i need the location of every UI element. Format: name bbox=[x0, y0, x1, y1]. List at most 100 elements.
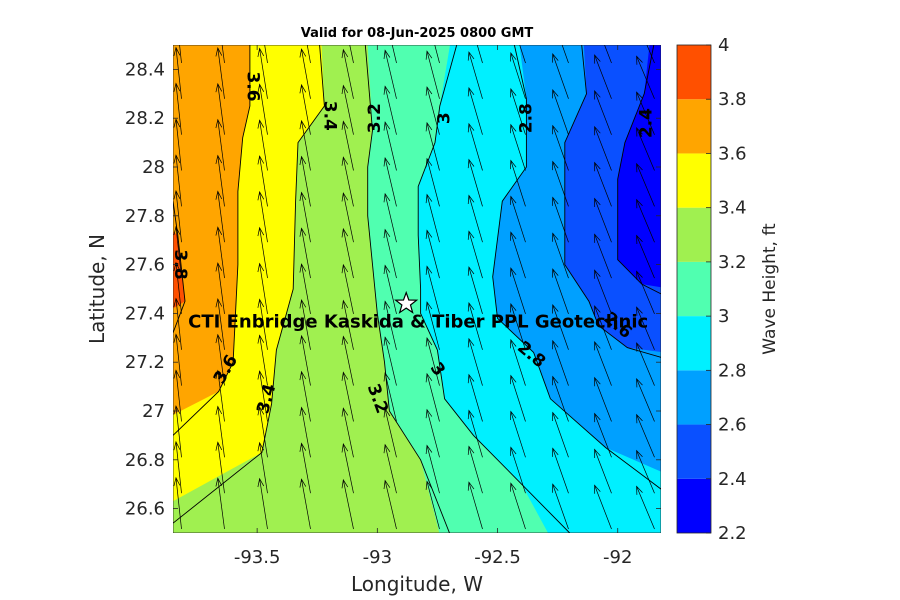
arrow-shaft bbox=[384, 229, 397, 279]
arrow-head bbox=[510, 410, 517, 421]
colorbar-band-2.8 bbox=[677, 316, 711, 371]
y-tick-label: 26.6 bbox=[125, 499, 165, 520]
y-tick-label: 27 bbox=[142, 401, 165, 422]
arrow-shaft bbox=[426, 194, 440, 243]
arrow-shaft bbox=[552, 161, 569, 207]
colorbar-tick-label: 4 bbox=[718, 35, 729, 56]
arrow-shaft bbox=[594, 54, 612, 99]
wave-arrow bbox=[552, 268, 569, 315]
wave-arrow bbox=[510, 482, 526, 530]
arrow-shaft bbox=[175, 190, 182, 243]
arrow-head bbox=[257, 477, 265, 488]
arrow-head bbox=[383, 157, 391, 167]
chart-title: Valid for 08-Jun-2025 0800 GMT bbox=[301, 26, 534, 41]
arrow-shaft bbox=[552, 125, 569, 171]
wave-arrow bbox=[425, 408, 440, 458]
arrow-shaft bbox=[426, 481, 440, 530]
arrow-head bbox=[510, 231, 517, 241]
arrow-shaft bbox=[552, 197, 569, 243]
arrow-shaft bbox=[301, 479, 311, 530]
wave-arrow bbox=[341, 478, 354, 530]
arrow-head bbox=[341, 407, 349, 417]
arrow-shaft bbox=[468, 123, 483, 171]
contour-line-3 bbox=[417, 45, 571, 533]
arrow-head bbox=[215, 118, 223, 129]
wave-arrow bbox=[215, 82, 225, 135]
arrow-head bbox=[341, 263, 349, 274]
arrow-shaft bbox=[342, 193, 354, 243]
wave-arrow bbox=[299, 263, 311, 314]
wave-arrow bbox=[215, 298, 225, 350]
wave-arrow bbox=[510, 231, 526, 279]
arrow-head bbox=[299, 119, 307, 130]
wave-arrow bbox=[425, 157, 440, 207]
arrow-shaft bbox=[179, 45, 182, 64]
arrow-head bbox=[510, 267, 517, 277]
arrow-shaft bbox=[217, 155, 225, 207]
arrow-shaft bbox=[301, 156, 311, 207]
wave-arrow bbox=[425, 86, 440, 135]
wave-arrow bbox=[215, 118, 225, 171]
wave-arrow bbox=[383, 300, 397, 350]
arrow-head bbox=[299, 334, 307, 345]
arrow-shaft bbox=[259, 335, 268, 386]
arrow-shaft bbox=[426, 266, 440, 314]
arrow-shaft bbox=[468, 267, 483, 314]
arrow-shaft bbox=[426, 445, 440, 494]
wave-arrow bbox=[425, 337, 440, 386]
arrow-head bbox=[425, 480, 433, 490]
wave-arrow bbox=[594, 269, 612, 315]
arrow-head bbox=[215, 154, 223, 164]
wave-arrow bbox=[510, 123, 526, 171]
y-tick-label: 27.4 bbox=[125, 303, 165, 324]
arrow-shaft bbox=[426, 373, 440, 422]
arrow-shaft bbox=[217, 442, 225, 494]
arrow-head bbox=[552, 268, 559, 278]
arrow-shaft bbox=[552, 268, 569, 315]
wave-arrow bbox=[510, 195, 526, 243]
wave-arrow bbox=[594, 54, 612, 99]
wave-arrow bbox=[299, 119, 311, 171]
arrow-shaft bbox=[384, 122, 397, 171]
arrow-head bbox=[257, 298, 265, 308]
arrow-head bbox=[257, 155, 265, 165]
wave-arrow bbox=[467, 194, 483, 243]
wave-arrow bbox=[467, 230, 483, 279]
arrow-shaft bbox=[391, 45, 397, 64]
arrow-head bbox=[552, 375, 559, 386]
arrow-shaft bbox=[342, 300, 354, 350]
arrow-head bbox=[257, 47, 265, 57]
arrow-shaft bbox=[384, 301, 397, 350]
arrow-head bbox=[594, 448, 601, 459]
wave-arrow bbox=[341, 299, 354, 350]
arrow-shaft bbox=[175, 262, 182, 314]
arrow-head bbox=[257, 83, 265, 93]
arrow-head bbox=[257, 190, 265, 201]
arrow-shaft bbox=[552, 448, 569, 494]
contour-line-2.6 bbox=[564, 45, 661, 358]
colorbar-tick-label: 3.8 bbox=[718, 89, 747, 110]
arrow-shaft bbox=[552, 89, 569, 135]
arrow-head bbox=[383, 407, 391, 418]
wave-arrow bbox=[173, 225, 182, 279]
contour-labels: 3.63.4 3.2 3 2.8 2.43.83.63.4 3.23 2.82.6 bbox=[170, 71, 656, 416]
arrow-shaft bbox=[217, 191, 225, 243]
colorbar-band-3.6 bbox=[677, 99, 711, 154]
arrow-shaft bbox=[510, 124, 526, 171]
arrow-head bbox=[553, 18, 559, 27]
arrow-head bbox=[510, 159, 517, 170]
arrow-head bbox=[467, 194, 475, 205]
arrow-shaft bbox=[468, 231, 483, 279]
arrow-shaft bbox=[342, 85, 354, 135]
wave-arrow bbox=[215, 154, 225, 207]
wave-arrow bbox=[510, 87, 526, 135]
y-axis-label: Latitude, N bbox=[85, 234, 109, 344]
arrow-shaft bbox=[217, 334, 225, 386]
wave-arrow bbox=[257, 406, 268, 458]
arrow-head bbox=[257, 119, 265, 129]
arrow-shaft bbox=[510, 339, 526, 386]
arrow-shaft bbox=[259, 442, 268, 494]
wave-arrow bbox=[594, 233, 612, 279]
arrow-shaft bbox=[510, 303, 526, 350]
arrow-head bbox=[425, 265, 433, 275]
